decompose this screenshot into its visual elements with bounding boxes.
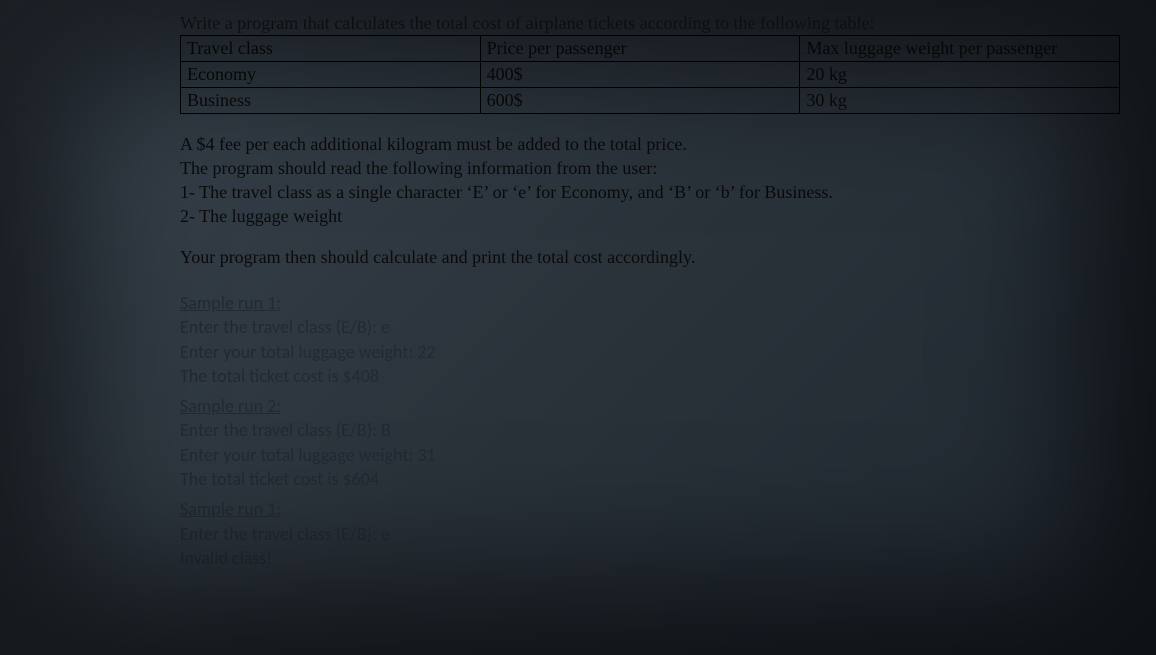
sample-title: Sample run 1: — [180, 497, 1140, 521]
cell-class: Economy — [181, 61, 481, 87]
samples-section: Sample run 1: Enter the travel class (E/… — [180, 291, 1140, 570]
sample-title: Sample run 2: — [180, 394, 1140, 418]
cell-class: Business — [181, 87, 481, 113]
sample-title: Sample run 1: — [180, 291, 1140, 315]
sample-line: Enter the travel class (E/B): e — [180, 522, 1140, 546]
pricing-table: Travel class Price per passenger Max lug… — [180, 35, 1120, 114]
sample-line: Enter the travel class (E/B): B — [180, 418, 1140, 442]
sample-line: The total ticket cost is $604 — [180, 467, 1140, 491]
sample-line: Enter your total luggage weight: 22 — [180, 340, 1140, 364]
cell-price: 400$ — [480, 61, 800, 87]
sample-block: Sample run 2: Enter the travel class (E/… — [180, 394, 1140, 491]
sample-block: Sample run 1: Enter the travel class (E/… — [180, 291, 1140, 388]
table-row: Economy 400$ 20 kg — [181, 61, 1120, 87]
sample-block: Sample run 1: Enter the travel class (E/… — [180, 497, 1140, 570]
th-max-luggage: Max luggage weight per passenger — [800, 35, 1120, 61]
sample-line: Invalid class! — [180, 546, 1140, 570]
th-price: Price per passenger — [480, 35, 800, 61]
sample-line: Enter your total luggage weight: 31 — [180, 443, 1140, 467]
sample-line: Enter the travel class (E/B): e — [180, 315, 1140, 339]
intro-text: Write a program that calculates the tota… — [180, 12, 1140, 35]
table-header-row: Travel class Price per passenger Max lug… — [181, 35, 1120, 61]
fee-line: A $4 fee per each additional kilogram mu… — [180, 132, 1140, 156]
cell-price: 600$ — [480, 87, 800, 113]
list-item-2: 2- The luggage weight — [180, 204, 1140, 228]
th-travel-class: Travel class — [181, 35, 481, 61]
sample-line: The total ticket cost is $408 — [180, 364, 1140, 388]
cell-luggage: 20 kg — [800, 61, 1120, 87]
table-row: Business 600$ 30 kg — [181, 87, 1120, 113]
cell-luggage: 30 kg — [800, 87, 1120, 113]
instructions-block: A $4 fee per each additional kilogram mu… — [180, 132, 1140, 229]
read-line: The program should read the following in… — [180, 156, 1140, 180]
list-item-1: 1- The travel class as a single characte… — [180, 180, 1140, 204]
calc-line: Your program then should calculate and p… — [180, 245, 1140, 269]
